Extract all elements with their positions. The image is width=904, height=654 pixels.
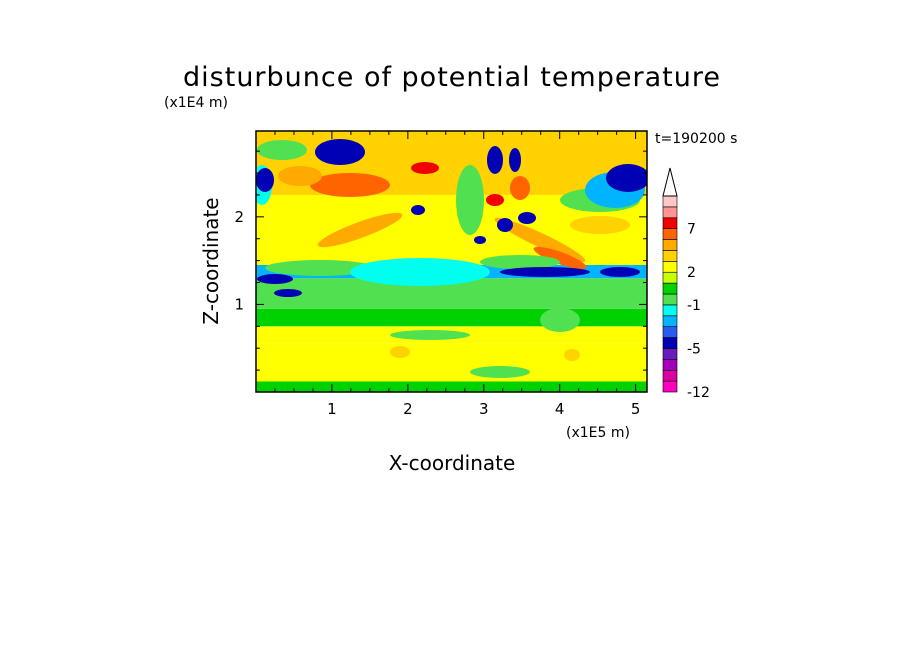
colorbar-segment	[662, 380, 678, 393]
x-tick-label: 1	[327, 400, 337, 418]
colorbar-extend-arrow	[662, 167, 678, 197]
colorbar-tick-label: -5	[687, 341, 701, 357]
colorbar-segment	[662, 337, 678, 349]
y-tick-label: 2	[234, 208, 244, 226]
x-unit-label: (x1E5 m)	[566, 425, 630, 441]
blue-cell	[497, 218, 513, 232]
blue-cell	[509, 148, 521, 172]
red-cell	[411, 162, 439, 174]
y-axis-label: Z-coordinate	[199, 197, 223, 324]
colorbar-segment	[662, 326, 678, 338]
colorbar-segment	[662, 217, 678, 229]
green-patch	[480, 255, 560, 269]
field-features	[256, 139, 647, 378]
chart-title: disturbunce of potential temperature	[183, 62, 721, 93]
colorbar: 7 2 -1 -5 -12	[662, 167, 710, 401]
time-label: t=190200 s	[655, 131, 737, 147]
green-patch	[265, 260, 375, 276]
blue-band-segment	[600, 267, 640, 277]
blue-cell	[518, 212, 536, 224]
green-patch	[390, 330, 470, 340]
green-patch	[540, 308, 580, 332]
red-cell	[510, 176, 530, 200]
x-tick-label: 5	[631, 400, 641, 418]
colorbar-segment	[662, 359, 678, 371]
blue-cell	[487, 146, 503, 174]
colorbar-tick-label: 7	[687, 222, 696, 238]
field-band	[256, 308, 647, 327]
field-band	[256, 343, 647, 382]
blue-cell	[315, 139, 365, 165]
blue-band-segment	[257, 274, 293, 284]
colorbar-segment	[662, 304, 678, 317]
blue-band-segment	[500, 267, 590, 277]
x-tick-label: 3	[479, 400, 489, 418]
colorbar-tick-label: -12	[687, 385, 710, 401]
orange-cell	[310, 173, 390, 197]
x-tick-label: 2	[403, 400, 413, 418]
colorbar-segment	[662, 206, 678, 219]
orange-streak	[317, 212, 403, 248]
plot-area	[256, 131, 647, 392]
colorbar-segment	[662, 315, 678, 327]
blue-cell	[606, 164, 647, 192]
y-unit-label: (x1E4 m)	[164, 95, 228, 111]
blue-cell	[256, 168, 274, 192]
field-band	[256, 381, 647, 392]
blue-cell	[411, 205, 425, 215]
x-tick-label: 4	[555, 400, 565, 418]
colorbar-segment	[662, 261, 678, 273]
colorbar-segment	[662, 293, 678, 306]
colorbar-segment	[662, 250, 678, 262]
colorbar-tick-label: 2	[687, 265, 696, 281]
orange-speck	[564, 349, 580, 361]
x-axis-label: X-coordinate	[389, 451, 516, 475]
y-tick-label: 1	[234, 295, 244, 313]
y-axis: 12	[234, 150, 647, 393]
colorbar-segment	[662, 195, 678, 208]
orange-streak	[533, 246, 587, 270]
colorbar-segment	[662, 348, 678, 360]
cyan-hump	[350, 258, 490, 286]
green-patch	[456, 165, 484, 235]
green-patch	[470, 366, 530, 378]
colorbar-tick-label: -1	[687, 298, 701, 314]
blue-cell	[474, 236, 486, 244]
colorbar-segment	[662, 271, 678, 284]
colorbar-segment	[662, 282, 678, 295]
plot-frame	[255, 130, 648, 393]
colorbar-segment	[662, 228, 678, 240]
orange-streak	[494, 217, 586, 263]
blue-band-segment	[274, 289, 302, 297]
orange-speck	[390, 346, 410, 358]
colorbar-segment	[662, 369, 678, 382]
orange-patch	[570, 216, 630, 234]
green-patch	[257, 140, 307, 160]
x-axis: 1 2 3 4 5	[255, 131, 641, 418]
colorbar-segment	[662, 239, 678, 251]
orange-patch	[278, 166, 322, 186]
red-cell	[486, 194, 504, 206]
